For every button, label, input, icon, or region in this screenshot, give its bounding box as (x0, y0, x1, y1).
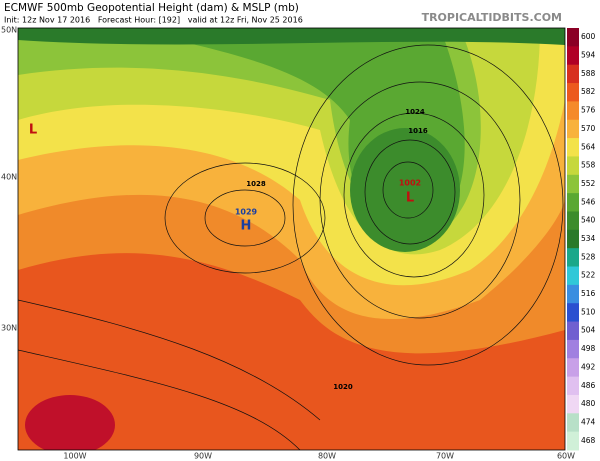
colorbar-label: 480 (581, 399, 596, 408)
pressure-label: 1029 (235, 208, 258, 217)
colorbar-label: 570 (581, 124, 596, 133)
colorbar-swatch (567, 358, 579, 378)
colorbar-label: 468 (581, 436, 596, 445)
colorbar-swatch (567, 101, 579, 121)
colorbar-label: 540 (581, 216, 596, 225)
colorbar-label: 522 (581, 271, 596, 280)
colorbar-label: 582 (581, 87, 596, 96)
colorbar-swatch (567, 174, 579, 194)
colorbar-swatch (567, 138, 579, 157)
colorbar-label: 534 (581, 234, 596, 243)
pressure-label: 1002 (399, 179, 421, 188)
pressure-label: L (29, 123, 37, 138)
colorbar-swatch (567, 83, 579, 102)
colorbar-label: 498 (581, 344, 596, 353)
colorbar-label: 504 (581, 326, 596, 335)
pressure-label: L (406, 191, 414, 206)
colorbar-swatch (567, 229, 579, 249)
colorbar-swatch (567, 248, 579, 268)
title: ECMWF 500mb Geopotential Height (dam) & … (4, 2, 299, 14)
lat-label: 40N (1, 173, 17, 182)
colorbar-swatch (567, 339, 579, 359)
colorbar-label: 552 (581, 179, 596, 188)
colorbar-label: 528 (581, 252, 596, 261)
colorbar-label: 588 (581, 69, 596, 78)
colorbar-swatch (567, 321, 579, 341)
colorbar-label: 558 (581, 161, 596, 170)
colorbar-label: 564 (581, 142, 596, 151)
colorbar-swatch (567, 46, 579, 66)
colorbar-label: 546 (581, 197, 596, 206)
colorbar-swatch (567, 303, 579, 323)
lat-label: 30N (1, 324, 17, 333)
colorbar-swatch (567, 119, 579, 139)
colorbar-label: 510 (581, 307, 596, 316)
lon-label: 90W (194, 452, 212, 461)
lat-label: 50N (1, 26, 17, 35)
lon-label: 60W (557, 452, 575, 461)
colorbar-swatch (567, 413, 579, 433)
colorbar-swatch (567, 28, 579, 47)
colorbar-swatch (567, 193, 579, 212)
colorbar-label: 594 (581, 51, 596, 60)
pressure-label: 1024 (405, 108, 425, 116)
lon-label: 80W (318, 452, 336, 461)
colorbar-swatch (567, 266, 579, 286)
colorbar-swatch (567, 64, 579, 84)
subtitle: Init: 12z Nov 17 2016 Forecast Hour: [19… (4, 16, 303, 25)
colorbar-swatch (567, 376, 579, 396)
pressure-label: 1020 (333, 383, 353, 391)
colorbar-label: 486 (581, 381, 596, 390)
colorbar-swatch (567, 211, 579, 231)
colorbar-label: 576 (581, 106, 596, 115)
lon-label: 70W (436, 452, 454, 461)
pressure-label: 1016 (408, 127, 428, 135)
lon-label: 100W (63, 452, 86, 461)
colorbar-label: 516 (581, 289, 596, 298)
colorbar-swatch (567, 431, 579, 451)
pressure-label: H (241, 219, 252, 234)
colorbar-label: 492 (581, 362, 596, 371)
colorbar: 600 594 588 582 576 570 564 558 552 546 540 534 528 5… (567, 28, 596, 451)
colorbar-swatch (567, 284, 579, 304)
pressure-label: 1028 (246, 180, 266, 188)
map-labels: 50N 40N 30N 100W 90W 80W 70W 60W 1029 H 1002 L L 1028… (1, 26, 575, 461)
colorbar-label: 600 (581, 32, 596, 41)
watermark: TROPICALTIDBITS.COM (422, 11, 562, 24)
colorbar-swatch (567, 394, 579, 414)
map-area (17, 27, 566, 451)
colorbar-label: 474 (581, 417, 596, 426)
colorbar-swatch (567, 156, 579, 176)
